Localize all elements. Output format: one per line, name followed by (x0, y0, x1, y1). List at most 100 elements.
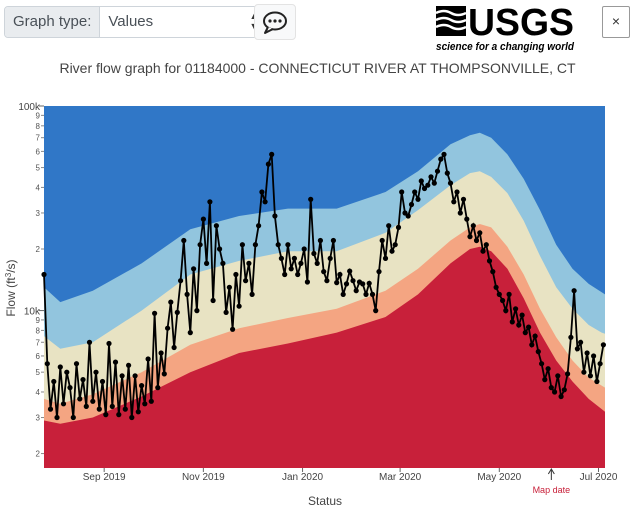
flow-point (103, 412, 109, 418)
flow-series (41, 151, 607, 421)
flow-point (112, 359, 119, 365)
select-arrows-icon: ▲▼ (249, 11, 258, 31)
y-minor-tick-label: 7 (36, 134, 41, 143)
flow-point (269, 151, 275, 157)
flow-point (545, 366, 551, 372)
flow-point (376, 269, 382, 275)
chart-title: River flow graph for 01184000 - CONNECTI… (59, 60, 576, 76)
flow-point (412, 189, 418, 195)
flow-point (529, 342, 535, 348)
graph-type-label: Graph type: (5, 7, 101, 37)
flow-point (434, 168, 441, 174)
flow-point (334, 280, 340, 286)
x-tick-label: Nov 2019 (182, 472, 225, 483)
flow-point (148, 398, 154, 404)
flow-point (51, 378, 57, 385)
flow-point (272, 213, 278, 219)
flow-point (83, 403, 89, 409)
flow-point (41, 271, 47, 278)
flow-point (350, 278, 356, 284)
flow-point (578, 339, 584, 345)
flow-point (168, 299, 174, 305)
comment-button[interactable] (254, 4, 296, 40)
flow-point (347, 268, 353, 274)
graph-type-value: Values (108, 13, 154, 30)
flow-point (73, 361, 80, 367)
y-minor-tick-label: 2 (36, 450, 41, 459)
flow-point (506, 291, 512, 297)
flow-point (522, 330, 528, 336)
flow-point (77, 396, 83, 402)
flow-point (571, 288, 577, 294)
flow-point (291, 255, 297, 261)
flow-point (285, 242, 291, 248)
flow-point (57, 364, 63, 370)
flow-point (304, 279, 310, 285)
flow-point (568, 334, 574, 340)
flow-point (295, 271, 301, 278)
flow-point (246, 260, 252, 266)
flow-point (574, 346, 581, 352)
graph-type-control: Graph type: Values ▲▼ (4, 6, 268, 38)
flow-point (555, 373, 561, 379)
flow-point (60, 401, 67, 407)
flow-point (197, 242, 203, 248)
usgs-logo: USGS science for a changing world (435, 2, 576, 56)
flow-point (252, 242, 258, 248)
flow-point (369, 291, 376, 297)
flow-point (181, 237, 187, 244)
y-minor-tick-label: 6 (36, 352, 41, 361)
flow-point (591, 353, 597, 359)
y-minor-tick-label: 5 (36, 164, 41, 173)
flow-point (126, 362, 132, 368)
flow-point (516, 322, 522, 328)
flow-point (343, 281, 350, 287)
x-tick-label: May 2020 (477, 472, 521, 483)
flow-point (597, 361, 603, 367)
flow-point (64, 369, 70, 375)
flow-point (155, 385, 161, 391)
flow-point (132, 373, 138, 379)
flow-point (425, 182, 431, 188)
flow-point (152, 310, 158, 316)
usgs-wordmark: USGS (468, 4, 574, 44)
y-minor-tick-label: 9 (36, 316, 41, 325)
flow-point (119, 373, 125, 379)
flow-point (558, 393, 564, 400)
flow-point (249, 291, 255, 297)
close-button[interactable]: × (602, 6, 630, 38)
flow-point (99, 378, 106, 385)
flow-point (275, 242, 281, 248)
flow-point (526, 324, 532, 330)
x-tick-label: Sep 2019 (83, 472, 126, 483)
flow-point (265, 161, 271, 167)
y-minor-tick-label: 4 (36, 388, 41, 397)
x-tick-label: Mar 2020 (379, 472, 422, 483)
flow-point (382, 255, 389, 261)
flow-point (233, 271, 239, 278)
flow-point (324, 278, 330, 284)
flow-point (548, 385, 554, 391)
flow-point (600, 342, 607, 348)
flow-point (386, 223, 392, 229)
flow-point (301, 246, 307, 252)
flow-point (174, 309, 180, 315)
flow-point (44, 361, 50, 367)
flow-point (204, 260, 210, 266)
percentile-bands (44, 106, 605, 469)
flow-point (200, 216, 206, 222)
flow-point (363, 291, 369, 297)
flow-point (165, 325, 171, 331)
flow-point (373, 308, 379, 314)
flow-point (327, 255, 333, 261)
flow-point (298, 260, 304, 266)
flow-point (308, 196, 314, 202)
y-minor-tick-label: 3 (36, 414, 41, 423)
graph-type-select[interactable]: Values ▲▼ (100, 7, 267, 37)
y-minor-tick-label: 8 (36, 326, 41, 335)
flow-point (539, 361, 545, 367)
flow-point (480, 248, 486, 254)
flow-point (239, 242, 245, 248)
flow-point (210, 297, 216, 304)
flow-point (223, 309, 229, 315)
